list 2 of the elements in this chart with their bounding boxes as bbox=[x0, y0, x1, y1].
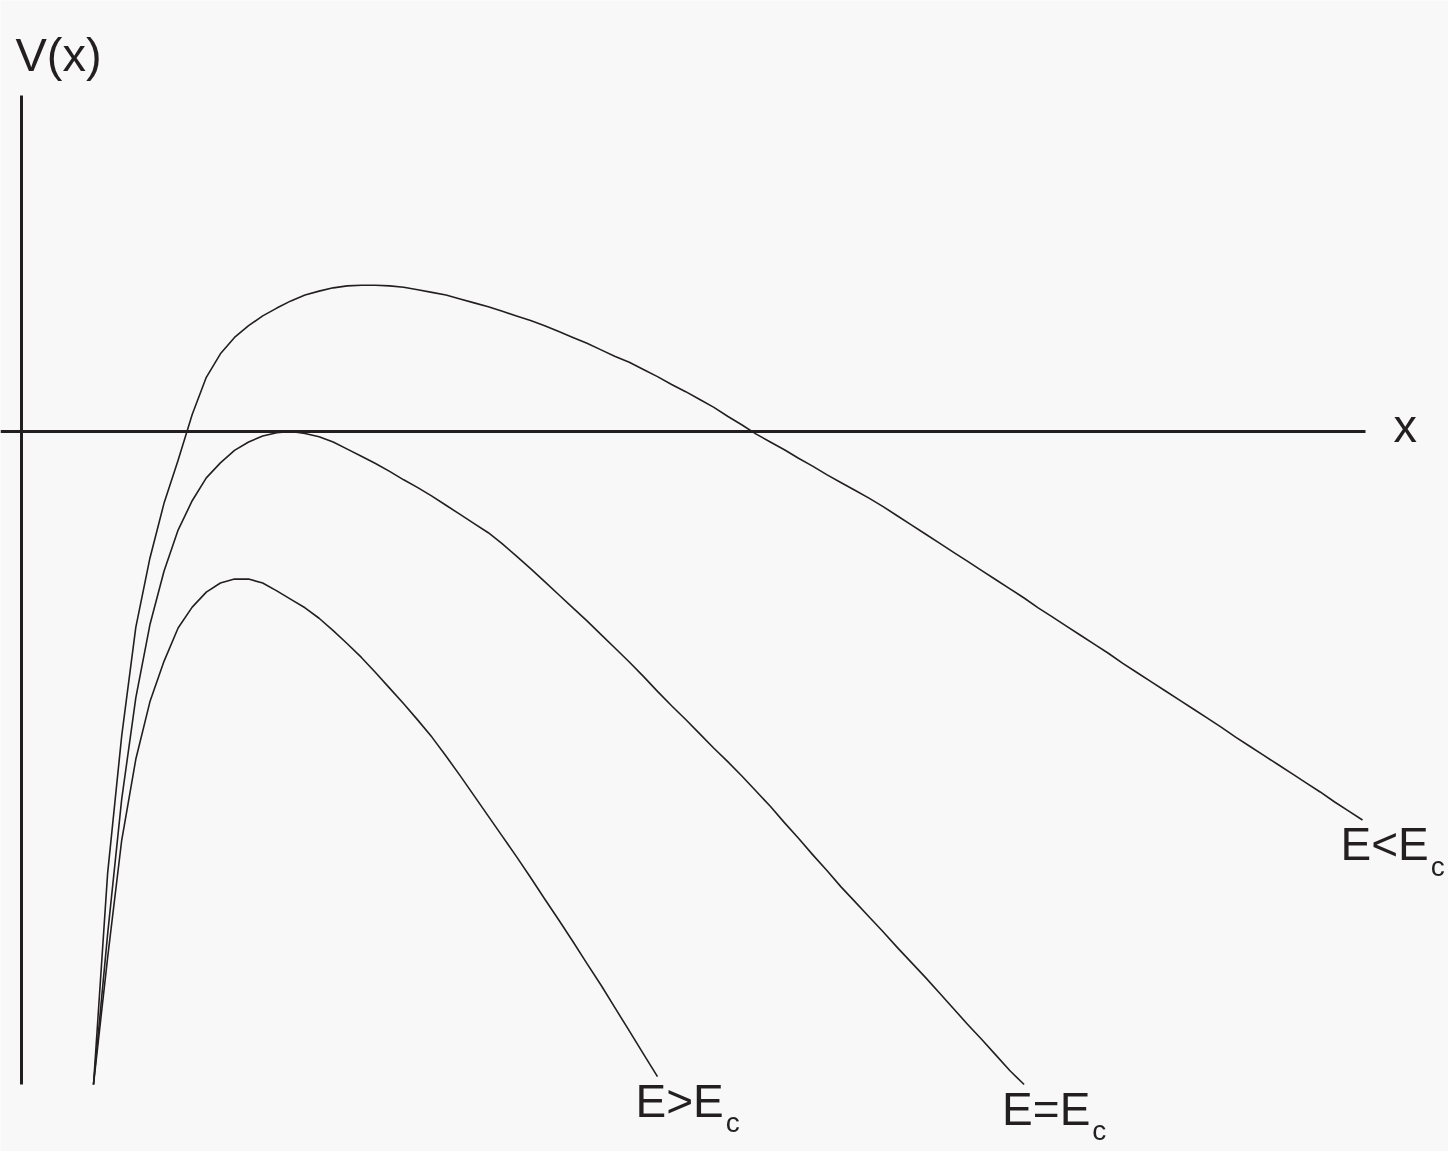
y-axis-title: V(x) bbox=[15, 27, 102, 81]
x-axis-title: x bbox=[1393, 398, 1417, 452]
